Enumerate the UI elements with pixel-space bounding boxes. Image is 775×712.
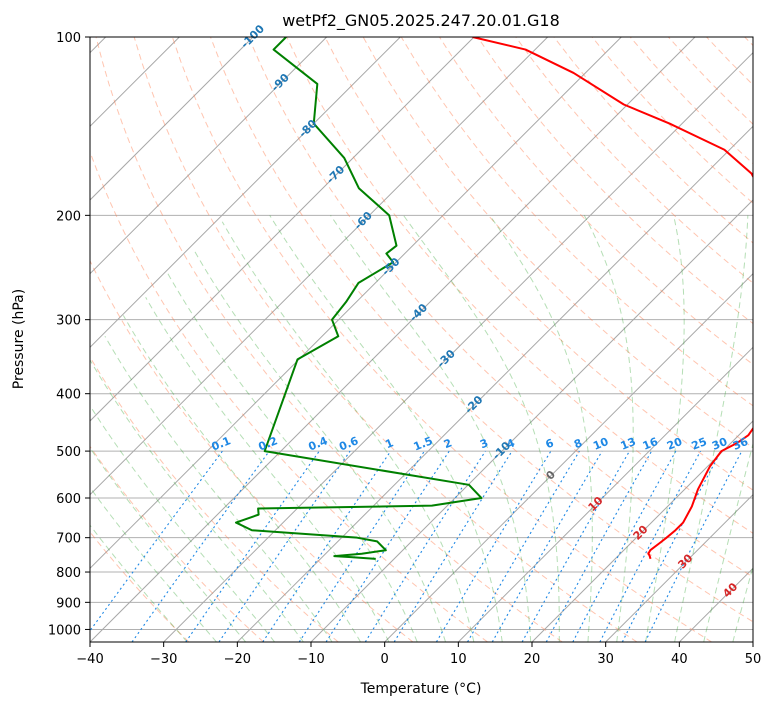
y-tick-label: 100 [56, 31, 81, 46]
y-tick-label: 200 [56, 209, 81, 224]
y-tick-label: 900 [56, 596, 81, 611]
x-tick-label: −10 [297, 652, 324, 667]
y-tick-label: 300 [56, 314, 81, 329]
x-tick-label: −30 [150, 652, 177, 667]
y-tick-label: 600 [56, 492, 81, 507]
x-tick-label: 10 [450, 652, 467, 667]
chart-title: wetPf2_GN05.2025.247.20.01.G18 [282, 11, 560, 31]
x-tick-label: 40 [671, 652, 688, 667]
x-tick-label: −40 [76, 652, 103, 667]
x-tick-label: −20 [224, 652, 251, 667]
x-tick-label: 0 [381, 652, 389, 667]
y-tick-label: 800 [56, 566, 81, 581]
x-tick-label: 20 [524, 652, 541, 667]
x-tick-label: 30 [597, 652, 614, 667]
x-tick-label: 50 [745, 652, 762, 667]
y-tick-label: 400 [56, 388, 81, 403]
y-axis-label: Pressure (hPa) [11, 289, 27, 389]
y-tick-label: 500 [56, 445, 81, 460]
y-tick-label: 1000 [48, 623, 81, 638]
x-axis-label: Temperature (°C) [360, 681, 482, 697]
y-tick-label: 700 [56, 532, 81, 547]
